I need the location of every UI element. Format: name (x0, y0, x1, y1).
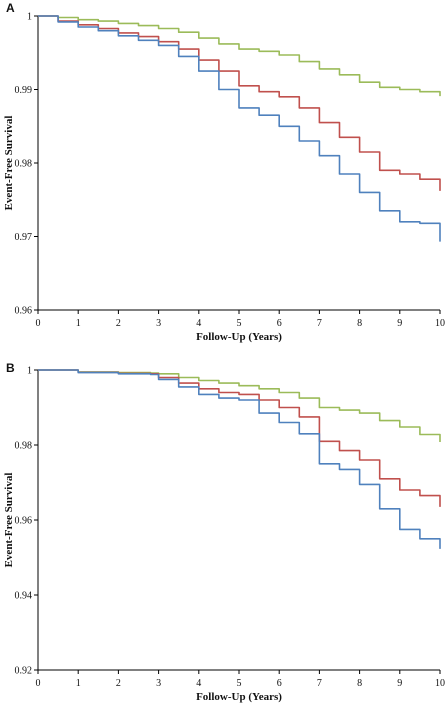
series-line-1 (38, 15, 441, 97)
y-tick-label: 0.94 (15, 591, 33, 602)
x-tick-label: 0 (36, 678, 41, 689)
x-tick-label: 1 (76, 678, 81, 689)
y-tick-label: 0.97 (15, 232, 33, 243)
y-tick-label: 0.92 (15, 666, 33, 677)
x-tick-label: 9 (397, 678, 402, 689)
y-tick-label: 0.98 (15, 441, 33, 452)
x-tick-label: 7 (317, 318, 322, 329)
x-tick-label: 7 (317, 678, 322, 689)
x-tick-label: 3 (156, 318, 161, 329)
y-tick-label: 0.98 (15, 159, 33, 170)
x-tick-label: 2 (116, 318, 121, 329)
y-axis-title: Event-Free Survival (3, 473, 15, 568)
x-tick-label: 5 (237, 678, 242, 689)
y-axis-title: Event-Free Survival (3, 116, 15, 211)
chart-panel-b: 0 1 2 3 4 5 6 7 8 9 10 0.92 0.94 0.96 0.98 1 Follow-Up (… (3, 361, 445, 703)
y-tick-label: 1 (27, 12, 32, 23)
x-tick-label: 3 (156, 678, 161, 689)
x-tick-label: 4 (196, 678, 201, 689)
x-axis-title: Follow-Up (Years) (196, 691, 282, 703)
x-tick-label: 6 (277, 318, 282, 329)
x-tick-label: 6 (277, 678, 282, 689)
x-tick-label: 10 (435, 318, 445, 329)
y-tick-label: 0.96 (15, 306, 33, 317)
series-line-1 (38, 369, 441, 442)
series-line-2 (38, 15, 441, 191)
x-tick-label: 8 (357, 678, 362, 689)
y-tick-label: 0.96 (15, 516, 33, 527)
x-axis-title: Follow-Up (Years) (196, 331, 282, 343)
x-tick-label: 2 (116, 678, 121, 689)
x-tick-label: 8 (357, 318, 362, 329)
x-tick-label: 1 (76, 318, 81, 329)
series-line-3 (38, 369, 441, 549)
y-tick-label: 1 (27, 366, 32, 377)
panel-label: A (6, 1, 15, 15)
x-tick-label: 0 (36, 318, 41, 329)
x-tick-label: 10 (435, 678, 445, 689)
x-tick-label: 5 (237, 318, 242, 329)
panel-label: B (6, 361, 15, 375)
series-line-3 (38, 15, 441, 242)
chart-panel-a: 0 1 2 3 4 5 6 7 8 9 10 0.96 0.97 0.98 0.99 1 Follow-Up (… (3, 1, 445, 343)
x-tick-label: 4 (196, 318, 201, 329)
y-tick-label: 0.99 (15, 85, 33, 96)
x-tick-label: 9 (397, 318, 402, 329)
